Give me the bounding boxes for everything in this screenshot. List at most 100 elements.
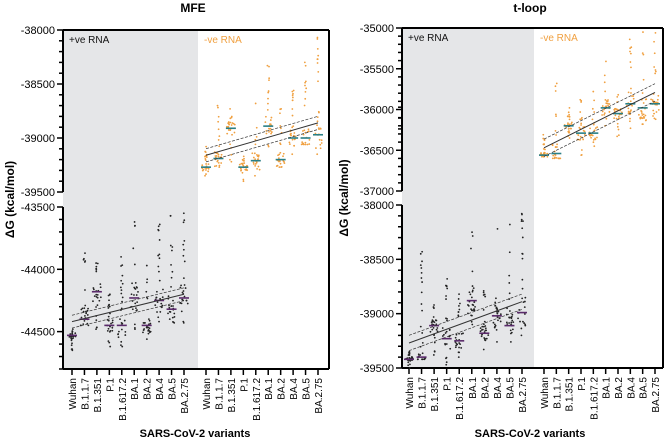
data-point	[85, 312, 88, 315]
data-point	[156, 301, 159, 304]
data-point	[95, 265, 98, 268]
data-point	[559, 157, 562, 160]
data-point	[420, 267, 423, 269]
data-point	[460, 347, 463, 349]
data-point	[291, 90, 294, 93]
data-point	[628, 120, 631, 123]
data-point	[520, 327, 523, 330]
data-point	[159, 297, 162, 300]
data-point	[568, 123, 571, 126]
data-point	[421, 341, 424, 344]
data-point	[642, 53, 645, 56]
regression-line	[71, 293, 185, 323]
data-point	[257, 165, 260, 168]
x-tick-label: B.1.617.2	[252, 378, 263, 421]
data-point	[292, 92, 294, 95]
data-point	[84, 304, 87, 307]
data-point	[316, 116, 319, 119]
data-point	[120, 289, 123, 291]
x-tick-label: B.1.1.7	[214, 378, 225, 410]
data-point	[511, 313, 514, 316]
data-point	[458, 332, 460, 335]
data-point	[641, 52, 644, 55]
data-point	[180, 310, 183, 313]
data-point	[291, 114, 294, 117]
data-point	[605, 60, 607, 63]
data-point	[133, 294, 135, 296]
data-point	[654, 69, 657, 71]
x-tick-label: BA.2.75	[518, 377, 529, 413]
data-point	[233, 131, 236, 134]
data-point	[543, 143, 545, 145]
data-point	[158, 320, 160, 323]
data-point	[433, 336, 436, 339]
data-point	[305, 87, 308, 90]
data-point	[471, 231, 473, 234]
data-point	[454, 336, 457, 339]
data-point	[641, 92, 644, 94]
data-point	[108, 341, 111, 344]
data-point	[107, 315, 110, 318]
data-point	[84, 260, 87, 262]
data-point	[431, 328, 434, 331]
data-point	[509, 332, 512, 335]
data-point	[170, 263, 172, 266]
data-point	[308, 138, 311, 141]
x-axis-label: SARS-CoV-2 variants	[475, 428, 586, 440]
data-point	[592, 90, 595, 93]
data-point	[267, 90, 270, 92]
data-point	[446, 287, 449, 290]
data-point	[655, 111, 658, 113]
data-point	[494, 301, 497, 304]
data-point	[71, 328, 74, 331]
data-point	[544, 152, 546, 154]
data-point	[630, 92, 632, 94]
data-point	[318, 111, 320, 114]
x-axis-label: SARS-CoV-2 variants	[140, 428, 251, 440]
data-point	[157, 254, 160, 257]
y-tick-label: -44500	[21, 327, 55, 339]
data-point	[269, 129, 272, 132]
data-point	[508, 322, 511, 324]
data-point	[242, 155, 245, 158]
data-point	[159, 311, 162, 313]
data-point	[603, 112, 606, 115]
data-point	[421, 250, 424, 253]
data-point	[511, 319, 514, 322]
data-point	[279, 124, 282, 127]
data-point	[508, 316, 511, 319]
data-point	[317, 70, 320, 73]
data-point	[591, 107, 594, 110]
data-point	[266, 64, 269, 67]
data-point	[217, 139, 220, 141]
data-point	[117, 333, 119, 336]
data-point	[459, 343, 462, 346]
data-point	[215, 164, 218, 167]
data-point	[120, 279, 123, 282]
data-point	[485, 337, 488, 340]
data-point	[462, 332, 464, 335]
data-point	[657, 108, 660, 111]
data-point	[553, 156, 556, 159]
data-point	[92, 287, 95, 289]
data-point	[603, 81, 606, 84]
data-point	[133, 221, 136, 223]
data-point	[601, 105, 604, 107]
data-point	[521, 297, 524, 300]
data-point	[291, 138, 294, 141]
data-point	[87, 307, 89, 310]
data-point	[204, 174, 206, 177]
data-point	[472, 287, 475, 290]
data-point	[508, 274, 511, 277]
data-point	[135, 307, 137, 309]
data-point	[521, 213, 523, 216]
x-tick-label: BA.1	[130, 378, 141, 400]
data-point	[132, 247, 135, 250]
data-point	[419, 252, 422, 255]
data-point	[471, 314, 473, 317]
data-point	[554, 113, 557, 116]
data-point	[95, 306, 97, 308]
data-point	[316, 36, 319, 39]
x-tick-label: P.1	[105, 378, 116, 392]
data-point	[254, 143, 257, 146]
